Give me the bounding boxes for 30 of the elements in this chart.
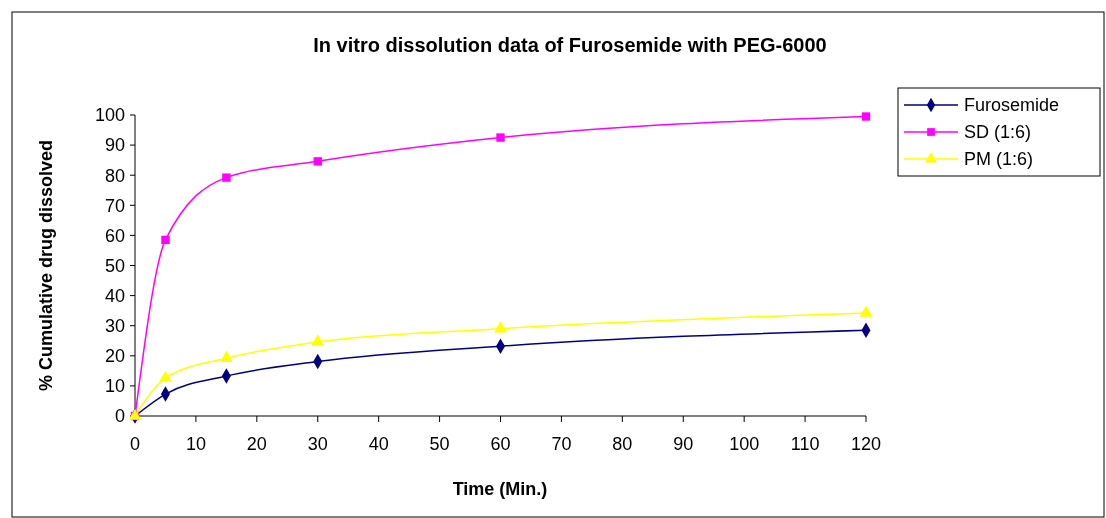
- y-tick-label: 80: [104, 165, 125, 186]
- x-tick-label: 20: [246, 434, 267, 454]
- legend-label: Furosemide: [964, 95, 1060, 116]
- y-tick-label: 0: [114, 406, 125, 427]
- legend-label: SD (1:6): [964, 122, 1032, 143]
- y-tick-label: 30: [104, 316, 125, 336]
- y-tick-label: 60: [104, 225, 125, 246]
- legend-label: PM (1:6): [964, 149, 1034, 170]
- chart-title: In vitro dissolution data of Furosemide with PEG-6000: [313, 34, 827, 56]
- y-tick-label: 40: [104, 285, 125, 306]
- x-tick-label: 120: [850, 434, 882, 454]
- x-tick-label: 90: [673, 434, 694, 454]
- y-tick-label: 100: [94, 105, 125, 126]
- y-tick-label: 90: [104, 135, 125, 156]
- y-axis-title: % Cumulative drug dissolved: [36, 139, 56, 392]
- x-tick-label: 0: [129, 434, 141, 454]
- x-tick-label: 60: [490, 434, 511, 454]
- y-tick-label: 50: [104, 255, 125, 276]
- x-tick-label: 80: [612, 434, 633, 454]
- x-tick-label: 30: [307, 434, 328, 454]
- y-tick-label: 20: [104, 346, 125, 367]
- x-axis-title: Time (Min.): [452, 479, 548, 499]
- y-tick-label: 70: [104, 195, 125, 216]
- x-tick-label: 50: [429, 434, 450, 454]
- x-tick-label: 110: [790, 434, 820, 454]
- y-tick-label: 10: [104, 376, 125, 397]
- x-tick-label: 70: [551, 434, 572, 454]
- x-tick-label: 40: [368, 434, 389, 454]
- x-tick-label: 100: [729, 434, 760, 454]
- x-tick-label: 10: [185, 434, 206, 454]
